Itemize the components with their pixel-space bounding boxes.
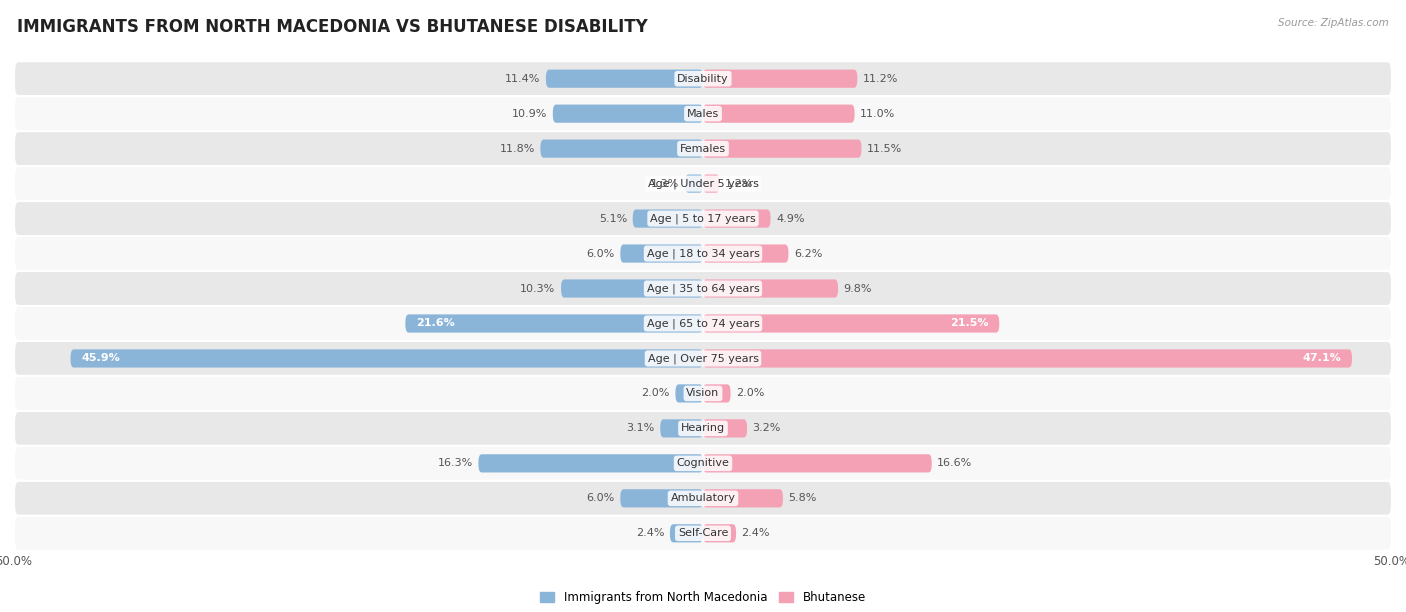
Text: Cognitive: Cognitive (676, 458, 730, 468)
Text: 11.4%: 11.4% (505, 73, 540, 84)
FancyBboxPatch shape (478, 454, 703, 472)
FancyBboxPatch shape (14, 446, 1392, 481)
Text: 2.0%: 2.0% (737, 389, 765, 398)
FancyBboxPatch shape (14, 376, 1392, 411)
FancyBboxPatch shape (14, 341, 1392, 376)
Text: Age | 18 to 34 years: Age | 18 to 34 years (647, 248, 759, 259)
Legend: Immigrants from North Macedonia, Bhutanese: Immigrants from North Macedonia, Bhutane… (536, 586, 870, 608)
Text: Disability: Disability (678, 73, 728, 84)
FancyBboxPatch shape (661, 419, 703, 438)
Text: 2.4%: 2.4% (636, 528, 665, 539)
Text: 10.3%: 10.3% (520, 283, 555, 294)
Text: Females: Females (681, 144, 725, 154)
Text: 2.0%: 2.0% (641, 389, 669, 398)
FancyBboxPatch shape (703, 105, 855, 123)
Text: 10.9%: 10.9% (512, 109, 547, 119)
Text: 6.0%: 6.0% (586, 248, 614, 258)
Text: Age | 65 to 74 years: Age | 65 to 74 years (647, 318, 759, 329)
Text: Ambulatory: Ambulatory (671, 493, 735, 503)
Text: 11.0%: 11.0% (860, 109, 896, 119)
Text: 4.9%: 4.9% (776, 214, 804, 223)
FancyBboxPatch shape (14, 131, 1392, 166)
FancyBboxPatch shape (70, 349, 703, 368)
Text: Source: ZipAtlas.com: Source: ZipAtlas.com (1278, 18, 1389, 28)
FancyBboxPatch shape (685, 174, 703, 193)
Text: 5.1%: 5.1% (599, 214, 627, 223)
FancyBboxPatch shape (703, 419, 747, 438)
Text: 16.6%: 16.6% (938, 458, 973, 468)
FancyBboxPatch shape (669, 524, 703, 542)
FancyBboxPatch shape (14, 411, 1392, 446)
Text: 11.5%: 11.5% (868, 144, 903, 154)
Text: 5.8%: 5.8% (789, 493, 817, 503)
Text: 11.2%: 11.2% (863, 73, 898, 84)
FancyBboxPatch shape (405, 315, 703, 332)
FancyBboxPatch shape (633, 209, 703, 228)
Text: 9.8%: 9.8% (844, 283, 872, 294)
FancyBboxPatch shape (703, 489, 783, 507)
FancyBboxPatch shape (14, 271, 1392, 306)
FancyBboxPatch shape (703, 280, 838, 297)
FancyBboxPatch shape (14, 201, 1392, 236)
FancyBboxPatch shape (14, 516, 1392, 551)
FancyBboxPatch shape (703, 524, 737, 542)
Text: 21.5%: 21.5% (949, 318, 988, 329)
FancyBboxPatch shape (561, 280, 703, 297)
FancyBboxPatch shape (703, 209, 770, 228)
FancyBboxPatch shape (703, 454, 932, 472)
FancyBboxPatch shape (14, 96, 1392, 131)
FancyBboxPatch shape (703, 174, 720, 193)
FancyBboxPatch shape (703, 244, 789, 263)
FancyBboxPatch shape (553, 105, 703, 123)
Text: 45.9%: 45.9% (82, 354, 121, 364)
Text: Age | Under 5 years: Age | Under 5 years (648, 178, 758, 189)
FancyBboxPatch shape (14, 236, 1392, 271)
Text: 16.3%: 16.3% (437, 458, 472, 468)
FancyBboxPatch shape (14, 306, 1392, 341)
Text: 3.1%: 3.1% (627, 424, 655, 433)
Text: IMMIGRANTS FROM NORTH MACEDONIA VS BHUTANESE DISABILITY: IMMIGRANTS FROM NORTH MACEDONIA VS BHUTA… (17, 18, 648, 36)
Text: 11.8%: 11.8% (499, 144, 534, 154)
FancyBboxPatch shape (546, 70, 703, 88)
FancyBboxPatch shape (540, 140, 703, 158)
FancyBboxPatch shape (703, 315, 1000, 332)
Text: Age | 35 to 64 years: Age | 35 to 64 years (647, 283, 759, 294)
Text: Age | Over 75 years: Age | Over 75 years (648, 353, 758, 364)
FancyBboxPatch shape (703, 140, 862, 158)
Text: Hearing: Hearing (681, 424, 725, 433)
Text: Age | 5 to 17 years: Age | 5 to 17 years (650, 214, 756, 224)
Text: 21.6%: 21.6% (416, 318, 456, 329)
Text: Self-Care: Self-Care (678, 528, 728, 539)
Text: 2.4%: 2.4% (741, 528, 770, 539)
Text: 1.2%: 1.2% (725, 179, 754, 188)
FancyBboxPatch shape (675, 384, 703, 403)
Text: 6.0%: 6.0% (586, 493, 614, 503)
FancyBboxPatch shape (620, 244, 703, 263)
Text: Vision: Vision (686, 389, 720, 398)
FancyBboxPatch shape (14, 481, 1392, 516)
FancyBboxPatch shape (620, 489, 703, 507)
FancyBboxPatch shape (14, 61, 1392, 96)
Text: 47.1%: 47.1% (1302, 354, 1341, 364)
FancyBboxPatch shape (14, 166, 1392, 201)
Text: Males: Males (688, 109, 718, 119)
FancyBboxPatch shape (703, 384, 731, 403)
Text: 1.3%: 1.3% (651, 179, 679, 188)
FancyBboxPatch shape (703, 70, 858, 88)
Text: 6.2%: 6.2% (794, 248, 823, 258)
FancyBboxPatch shape (703, 349, 1353, 368)
Text: 3.2%: 3.2% (752, 424, 780, 433)
